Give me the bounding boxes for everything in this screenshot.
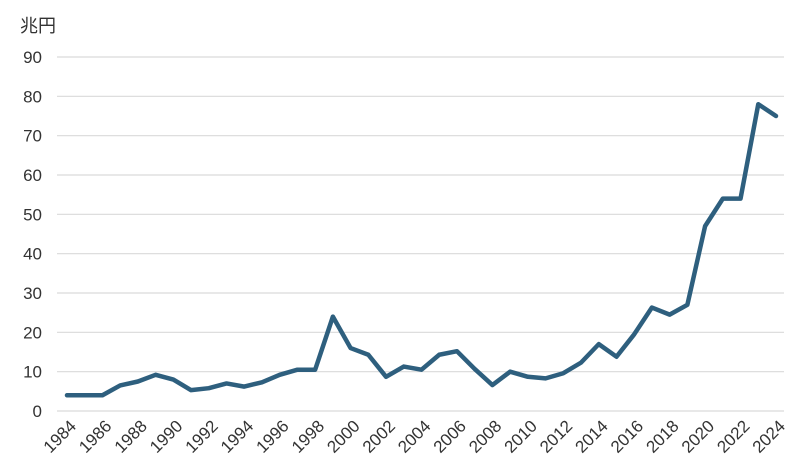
- data-point: [295, 368, 299, 372]
- y-tick-label: 10: [23, 363, 42, 382]
- y-tick-label: 70: [23, 127, 42, 146]
- data-point: [136, 380, 140, 384]
- x-axis-ticks: 1984198619881990199219941996199820002002…: [40, 417, 789, 457]
- x-tick-label: 1992: [182, 417, 222, 457]
- data-point: [83, 393, 87, 397]
- y-axis-ticks: 0 10 20 30 40 50 60 70 80 90: [23, 48, 42, 421]
- x-tick-label: 1994: [217, 417, 257, 457]
- x-tick-label: 2010: [501, 417, 541, 457]
- data-point: [207, 386, 211, 390]
- data-point: [189, 388, 193, 392]
- data-point: [668, 313, 672, 317]
- x-tick-label: 2008: [465, 417, 505, 457]
- data-point: [597, 342, 601, 346]
- data-point: [278, 373, 282, 377]
- x-tick-label: 2012: [536, 417, 576, 457]
- data-point: [118, 383, 122, 387]
- data-point: [402, 365, 406, 369]
- data-point: [260, 380, 264, 384]
- data-point: [65, 393, 69, 397]
- data-point: [526, 375, 530, 379]
- y-tick-label: 20: [23, 323, 42, 342]
- data-point: [455, 349, 459, 353]
- gridlines: [57, 56, 784, 412]
- data-point: [331, 315, 335, 319]
- x-tick-label: 1988: [111, 417, 151, 457]
- data-point: [473, 367, 477, 371]
- y-tick-label: 60: [23, 166, 42, 185]
- data-point: [703, 224, 707, 228]
- y-tick-label: 50: [23, 205, 42, 224]
- x-tick-label: 1986: [75, 417, 115, 457]
- x-tick-label: 2016: [607, 417, 647, 457]
- data-point: [490, 383, 494, 387]
- x-tick-label: 2006: [430, 417, 470, 457]
- data-point: [225, 381, 229, 385]
- data-point: [171, 378, 175, 382]
- y-tick-label: 90: [23, 48, 42, 67]
- data-point: [366, 353, 370, 357]
- data-point: [721, 197, 725, 201]
- data-point: [614, 355, 618, 359]
- data-point: [650, 306, 654, 310]
- x-tick-label: 1990: [146, 417, 186, 457]
- data-point: [739, 197, 743, 201]
- y-tick-label: 30: [23, 284, 42, 303]
- x-tick-label: 2018: [642, 417, 682, 457]
- data-point: [561, 371, 565, 375]
- x-tick-label: 2004: [394, 417, 434, 457]
- x-tick-label: 1998: [288, 417, 328, 457]
- x-tick-label: 2000: [323, 417, 363, 457]
- y-tick-label: 40: [23, 245, 42, 264]
- x-tick-label: 2024: [749, 417, 789, 457]
- series-line: [64, 101, 779, 398]
- data-point: [632, 332, 636, 336]
- x-tick-label: 1996: [253, 417, 293, 457]
- data-point: [242, 385, 246, 389]
- data-point: [756, 102, 760, 106]
- y-tick-label: 80: [23, 87, 42, 106]
- x-tick-label: 2014: [572, 417, 612, 457]
- data-point: [349, 346, 353, 350]
- x-tick-label: 2020: [678, 417, 718, 457]
- data-point: [508, 370, 512, 374]
- data-point: [579, 361, 583, 365]
- data-point: [544, 376, 548, 380]
- y-tick-label: 0: [33, 402, 42, 421]
- x-tick-label: 1984: [40, 417, 80, 457]
- series-layer: [64, 101, 779, 398]
- data-point: [154, 373, 158, 377]
- data-point: [313, 368, 317, 372]
- x-tick-label: 2022: [713, 417, 753, 457]
- data-point: [437, 353, 441, 357]
- data-point: [420, 368, 424, 372]
- data-point: [384, 375, 388, 379]
- data-point: [685, 303, 689, 307]
- y-axis-unit-label: 兆円: [20, 16, 56, 37]
- data-point: [100, 393, 104, 397]
- data-point: [774, 114, 778, 118]
- x-tick-label: 2002: [359, 417, 399, 457]
